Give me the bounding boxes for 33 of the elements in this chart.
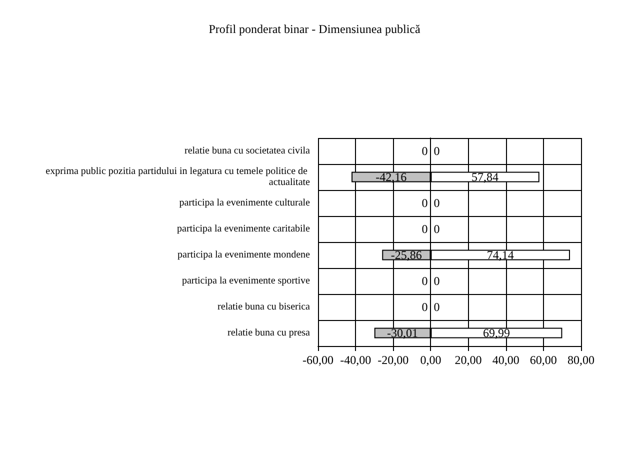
- y-tick-label: participa la evenimente sportive: [182, 276, 311, 286]
- data-label: 0: [422, 196, 428, 210]
- x-tick-label: -40,00: [340, 353, 372, 367]
- x-tick-label: 80,00: [568, 353, 594, 367]
- data-label: 0: [422, 144, 428, 158]
- x-tick-label: 0,00: [420, 353, 442, 367]
- data-label: 0: [434, 300, 440, 314]
- y-tick-label: participa la evenimente mondene: [178, 250, 311, 260]
- data-label: 0: [434, 274, 440, 288]
- x-tick-label: -60,00: [302, 353, 334, 367]
- data-label: -25,86: [390, 248, 422, 262]
- y-tick-label: relatie buna cu societatea civila: [184, 146, 311, 156]
- y-tick-label: relatie buna cu presa: [228, 328, 311, 338]
- data-label: 74,14: [486, 248, 514, 262]
- data-label: 69,99: [482, 326, 510, 340]
- data-label: -42,16: [376, 170, 407, 184]
- data-label: 0: [434, 222, 440, 236]
- y-tick-label: participa la evenimente caritabile: [177, 224, 311, 234]
- x-tick-label: 40,00: [492, 353, 520, 367]
- y-tick-label: exprima public pozitia partidului in legatura cu temele politice de actualitate: [46, 166, 311, 188]
- data-label: 57,84: [472, 170, 499, 184]
- y-tick-label: relatie buna cu biserica: [218, 302, 311, 312]
- x-tick-label: 20,00: [454, 353, 482, 367]
- data-label: 0: [422, 222, 428, 236]
- data-label: -30,01: [387, 326, 418, 340]
- x-tick-label: 60,00: [530, 353, 557, 367]
- data-label: 0: [434, 144, 440, 158]
- data-label: 0: [422, 300, 428, 314]
- chart-title: Profil ponderat binar - Dimensiunea publică: [208, 22, 421, 36]
- data-label: 0: [434, 196, 440, 210]
- data-label: 0: [422, 274, 428, 288]
- y-tick-label: participa la evenimente culturale: [179, 198, 311, 208]
- x-tick-label: -20,00: [378, 353, 409, 367]
